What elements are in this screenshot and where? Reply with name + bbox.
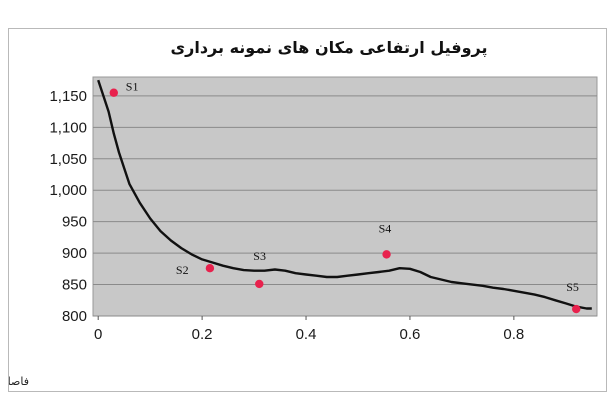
sample-point-s3 (255, 279, 264, 289)
y-tick-label: 950 (62, 214, 87, 231)
y-tick-label: 800 (62, 308, 87, 325)
sample-point-label: S4 (379, 221, 392, 235)
sample-point-label: S5 (566, 280, 579, 294)
y-tick-label: 900 (62, 245, 87, 262)
chart-title: پروفیل ارتفاعی مکان های نمونه برداری (170, 38, 487, 58)
sample-point-s4 (382, 250, 391, 259)
elevation-profile-line (97, 79, 592, 310)
y-tick-label: 1,150 (49, 88, 87, 105)
elevation-profile-chart: پروفیل ارتفاعی مکان های نمونه برداری 800… (9, 38, 598, 388)
sample-point-label: S2 (176, 263, 189, 277)
plot-area (92, 76, 598, 317)
y-tick-label: 1,000 (49, 182, 87, 199)
sample-point-label: S1 (126, 80, 139, 94)
chart-frame: پروفیل ارتفاعی مکان های نمونه برداری 800… (8, 28, 607, 392)
y-tick-label: 850 (62, 277, 87, 294)
sample-point-label: S3 (253, 249, 266, 263)
sample-point-s5 (572, 304, 581, 314)
sample-point-s2 (205, 264, 215, 273)
x-tick-label: 0.8 (503, 326, 524, 343)
x-tick-label: 0.4 (296, 326, 317, 343)
y-tick-label: 1,050 (49, 151, 87, 168)
x-tick-label: 0 (94, 326, 102, 343)
x-tick-label: 0.2 (192, 326, 213, 343)
sample-point-s1 (109, 88, 118, 97)
x-tick-label: 0.6 (400, 326, 421, 343)
x-axis-label: فاصله سیدوریل (9, 375, 29, 388)
y-tick-label: 1,100 (49, 119, 87, 136)
